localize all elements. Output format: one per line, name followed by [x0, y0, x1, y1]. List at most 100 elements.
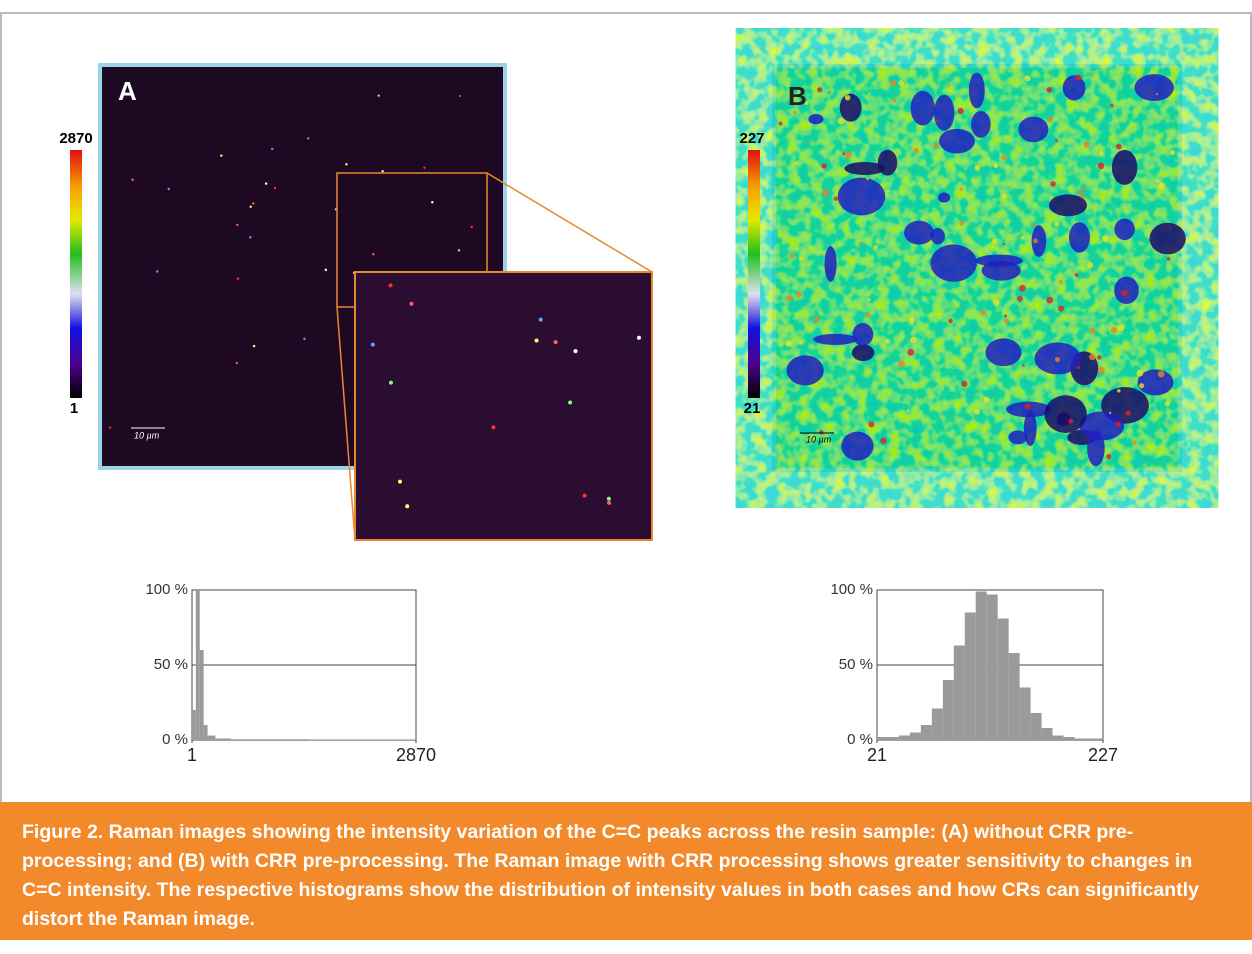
speck — [1115, 421, 1121, 427]
panel-label: A — [118, 76, 137, 106]
speck — [959, 221, 964, 226]
spot — [405, 504, 409, 508]
histogram-bar — [1085, 739, 1096, 741]
speck — [1012, 365, 1015, 368]
blob — [825, 246, 837, 282]
histogram-bar — [215, 739, 231, 741]
speck — [785, 340, 791, 346]
histogram-bar — [204, 725, 208, 740]
blob — [1069, 222, 1090, 252]
blob — [787, 355, 824, 385]
speck — [887, 190, 890, 193]
speck — [793, 111, 797, 115]
colorbar — [70, 150, 82, 398]
speck — [1075, 75, 1081, 81]
histogram-bar — [270, 739, 309, 740]
speck — [1111, 327, 1117, 333]
blob — [1134, 74, 1173, 101]
speck — [1068, 419, 1073, 424]
blob — [1112, 150, 1137, 185]
blob — [1150, 223, 1186, 255]
spot — [539, 318, 543, 322]
histogram-bar — [1020, 688, 1031, 741]
y-tick-label: 50 % — [154, 656, 188, 673]
blob — [938, 192, 950, 202]
speck — [868, 92, 870, 94]
speck — [907, 349, 914, 356]
speck — [1075, 273, 1079, 277]
speck — [859, 242, 862, 245]
blob — [1087, 430, 1104, 466]
speck — [866, 177, 869, 180]
speck — [808, 142, 810, 144]
speck — [934, 143, 939, 148]
y-tick-label: 50 % — [839, 656, 873, 673]
speck — [1099, 151, 1104, 156]
colorbar-max: 227 — [739, 130, 764, 147]
blob — [1063, 75, 1086, 100]
histogram-bar — [192, 710, 196, 740]
spot — [252, 202, 254, 204]
caption: Figure 2. Raman images showing the inten… — [0, 802, 1252, 940]
speck — [1137, 370, 1144, 377]
speck — [786, 295, 792, 301]
spot — [250, 206, 252, 208]
speck — [1090, 328, 1096, 334]
x-tick-label: 227 — [1088, 745, 1118, 765]
speck — [958, 108, 964, 114]
histogram-bar — [943, 680, 954, 740]
speck — [1050, 181, 1056, 187]
blob — [808, 114, 823, 124]
speck — [1106, 454, 1111, 459]
spot — [236, 362, 238, 364]
speck — [796, 292, 802, 298]
speck — [1083, 187, 1086, 190]
spot — [574, 349, 578, 353]
spot — [583, 494, 587, 498]
colorbar — [748, 150, 760, 398]
spot — [409, 302, 413, 306]
speck — [779, 122, 783, 126]
blob — [911, 91, 935, 126]
spot — [271, 148, 273, 150]
spot — [423, 166, 425, 168]
speck — [1098, 163, 1105, 170]
speck — [1159, 182, 1166, 189]
speck — [947, 84, 950, 87]
speck — [1025, 403, 1031, 409]
colorbar-max: 2870 — [59, 130, 92, 147]
speck — [1087, 262, 1093, 268]
spot — [249, 236, 251, 238]
speck — [1022, 365, 1024, 367]
speck — [842, 153, 845, 156]
speck — [1097, 355, 1102, 360]
speck — [898, 80, 904, 86]
spot — [236, 224, 238, 226]
histogram-bar — [899, 736, 910, 741]
speck — [1139, 383, 1144, 388]
blob — [813, 334, 857, 345]
speck — [1033, 239, 1038, 244]
spot — [378, 94, 380, 96]
spot — [398, 480, 402, 484]
histogram-bar — [987, 595, 998, 741]
spot — [265, 182, 267, 184]
speck — [1167, 257, 1170, 260]
speck — [885, 339, 889, 343]
speck — [1098, 367, 1105, 374]
speck — [1117, 324, 1124, 331]
speck — [1156, 93, 1158, 95]
blob — [969, 73, 985, 109]
histogram-bar — [208, 736, 216, 741]
x-tick-label: 2870 — [396, 745, 436, 765]
speck — [994, 163, 999, 168]
speck — [1017, 296, 1023, 302]
speck — [1002, 193, 1007, 198]
speck — [1156, 179, 1159, 182]
speck — [1165, 401, 1170, 406]
histogram-bar — [998, 619, 1009, 741]
speck — [975, 165, 981, 171]
histogram-bar — [1096, 739, 1103, 741]
speck — [1047, 87, 1053, 93]
speck — [1126, 410, 1131, 415]
